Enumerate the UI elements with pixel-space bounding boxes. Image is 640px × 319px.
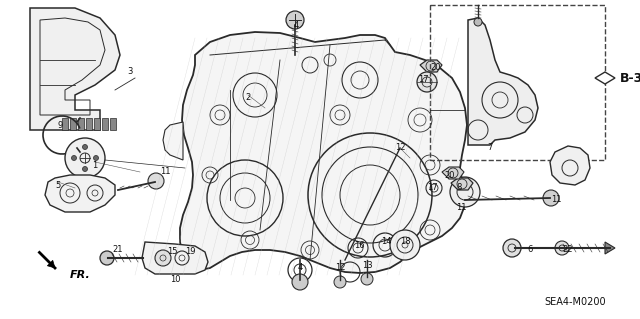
Text: 19: 19 (185, 248, 195, 256)
Circle shape (292, 274, 308, 290)
Circle shape (286, 11, 304, 29)
Circle shape (390, 230, 420, 260)
Text: 10: 10 (170, 276, 180, 285)
Circle shape (417, 72, 437, 92)
Text: B-34: B-34 (620, 71, 640, 85)
Text: 21: 21 (113, 246, 124, 255)
Text: 16: 16 (354, 241, 364, 249)
Text: 6: 6 (527, 246, 532, 255)
Circle shape (65, 138, 105, 178)
Text: 13: 13 (362, 261, 372, 270)
Polygon shape (468, 18, 538, 145)
Text: 11: 11 (551, 196, 561, 204)
Circle shape (503, 239, 521, 257)
Text: 3: 3 (127, 68, 132, 77)
Text: 17: 17 (427, 183, 437, 192)
Polygon shape (605, 242, 615, 254)
Circle shape (93, 155, 99, 160)
Polygon shape (45, 175, 115, 212)
Circle shape (361, 273, 373, 285)
Text: 20: 20 (445, 170, 455, 180)
Polygon shape (180, 32, 467, 273)
Circle shape (72, 155, 77, 160)
Text: 22: 22 (563, 246, 573, 255)
Text: 15: 15 (167, 248, 177, 256)
Bar (94, 118, 100, 130)
Circle shape (83, 145, 88, 150)
Bar (78, 118, 84, 130)
Text: 17: 17 (418, 76, 428, 85)
Text: 8: 8 (456, 183, 461, 192)
Text: 12: 12 (395, 144, 405, 152)
Circle shape (543, 190, 559, 206)
Circle shape (100, 251, 114, 265)
Text: 12: 12 (335, 263, 345, 271)
Circle shape (83, 167, 88, 172)
Polygon shape (550, 146, 590, 185)
Text: 9: 9 (58, 121, 63, 130)
Polygon shape (163, 122, 183, 160)
Bar (62, 118, 68, 130)
Polygon shape (47, 260, 55, 268)
Circle shape (148, 173, 164, 189)
Bar (70, 118, 76, 130)
Text: 2: 2 (245, 93, 251, 102)
Circle shape (474, 18, 482, 26)
Text: 11: 11 (456, 204, 467, 212)
Text: 4: 4 (293, 21, 299, 31)
Text: 18: 18 (400, 238, 410, 247)
Text: 5: 5 (56, 181, 61, 189)
Bar (86, 118, 92, 130)
Text: 14: 14 (381, 238, 391, 247)
Circle shape (155, 250, 171, 266)
Circle shape (334, 276, 346, 288)
Bar (102, 118, 108, 130)
Text: 4: 4 (298, 263, 303, 271)
Text: SEA4-M0200: SEA4-M0200 (544, 297, 606, 307)
Circle shape (555, 241, 569, 255)
Polygon shape (451, 178, 473, 190)
Bar (110, 118, 116, 130)
Polygon shape (442, 167, 464, 179)
Polygon shape (420, 60, 442, 72)
Bar (430, 5, 605, 160)
Circle shape (450, 177, 480, 207)
Text: 1: 1 (92, 160, 98, 169)
Polygon shape (142, 242, 208, 274)
Text: 20: 20 (431, 63, 441, 72)
Text: 11: 11 (160, 167, 170, 176)
Text: 7: 7 (487, 144, 493, 152)
Polygon shape (595, 72, 615, 84)
Polygon shape (30, 8, 120, 130)
Text: FR.: FR. (70, 270, 91, 280)
